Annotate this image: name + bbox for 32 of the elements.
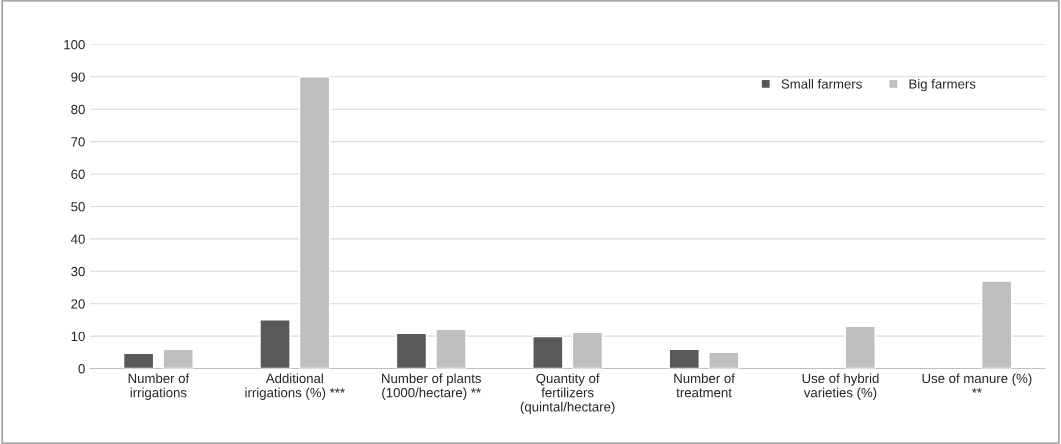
- x-tick-label: Number of treatment: [674, 373, 735, 398]
- y-tick-label: 60: [71, 169, 85, 179]
- y-tick-label: 40: [70, 234, 85, 244]
- bar: [668, 348, 700, 369]
- bar: [980, 280, 1013, 369]
- x-tick-label: Number of plants (1000/hectare) **: [382, 373, 481, 400]
- x-tick-label: Number of irrigations: [128, 373, 190, 400]
- y-tick-label: 30: [71, 266, 85, 277]
- x-tick-label: Use of hybrid varieties (%): [802, 373, 879, 400]
- y-tick-label: 0: [78, 364, 85, 374]
- y-tick-label: 100: [64, 39, 85, 50]
- x-tick-label: Use of manure (%) **: [922, 373, 1032, 393]
- legend-label: Big farmers: [909, 78, 976, 92]
- legend-label: Small farmers: [781, 78, 862, 89]
- x-tick-label: Quantity of fertilizers (quintal/hectare): [520, 373, 615, 415]
- bar: [708, 351, 740, 369]
- bar: [298, 76, 331, 369]
- bar: [571, 331, 604, 369]
- y-tick-label: 90: [71, 72, 85, 82]
- y-tick-label: 50: [71, 202, 85, 212]
- bar: [395, 332, 428, 369]
- bar: [435, 328, 467, 369]
- bar: [162, 348, 194, 369]
- x-tick-label: Additional irrigations (%) ***: [245, 373, 345, 400]
- bar: [532, 335, 564, 369]
- y-tick-label: 20: [71, 299, 85, 309]
- bar: [844, 325, 876, 369]
- y-tick-label: 10: [71, 331, 85, 342]
- bar: [259, 319, 291, 369]
- y-tick-label: 70: [71, 137, 85, 147]
- y-tick-label: 80: [71, 104, 85, 115]
- bar: [122, 352, 155, 369]
